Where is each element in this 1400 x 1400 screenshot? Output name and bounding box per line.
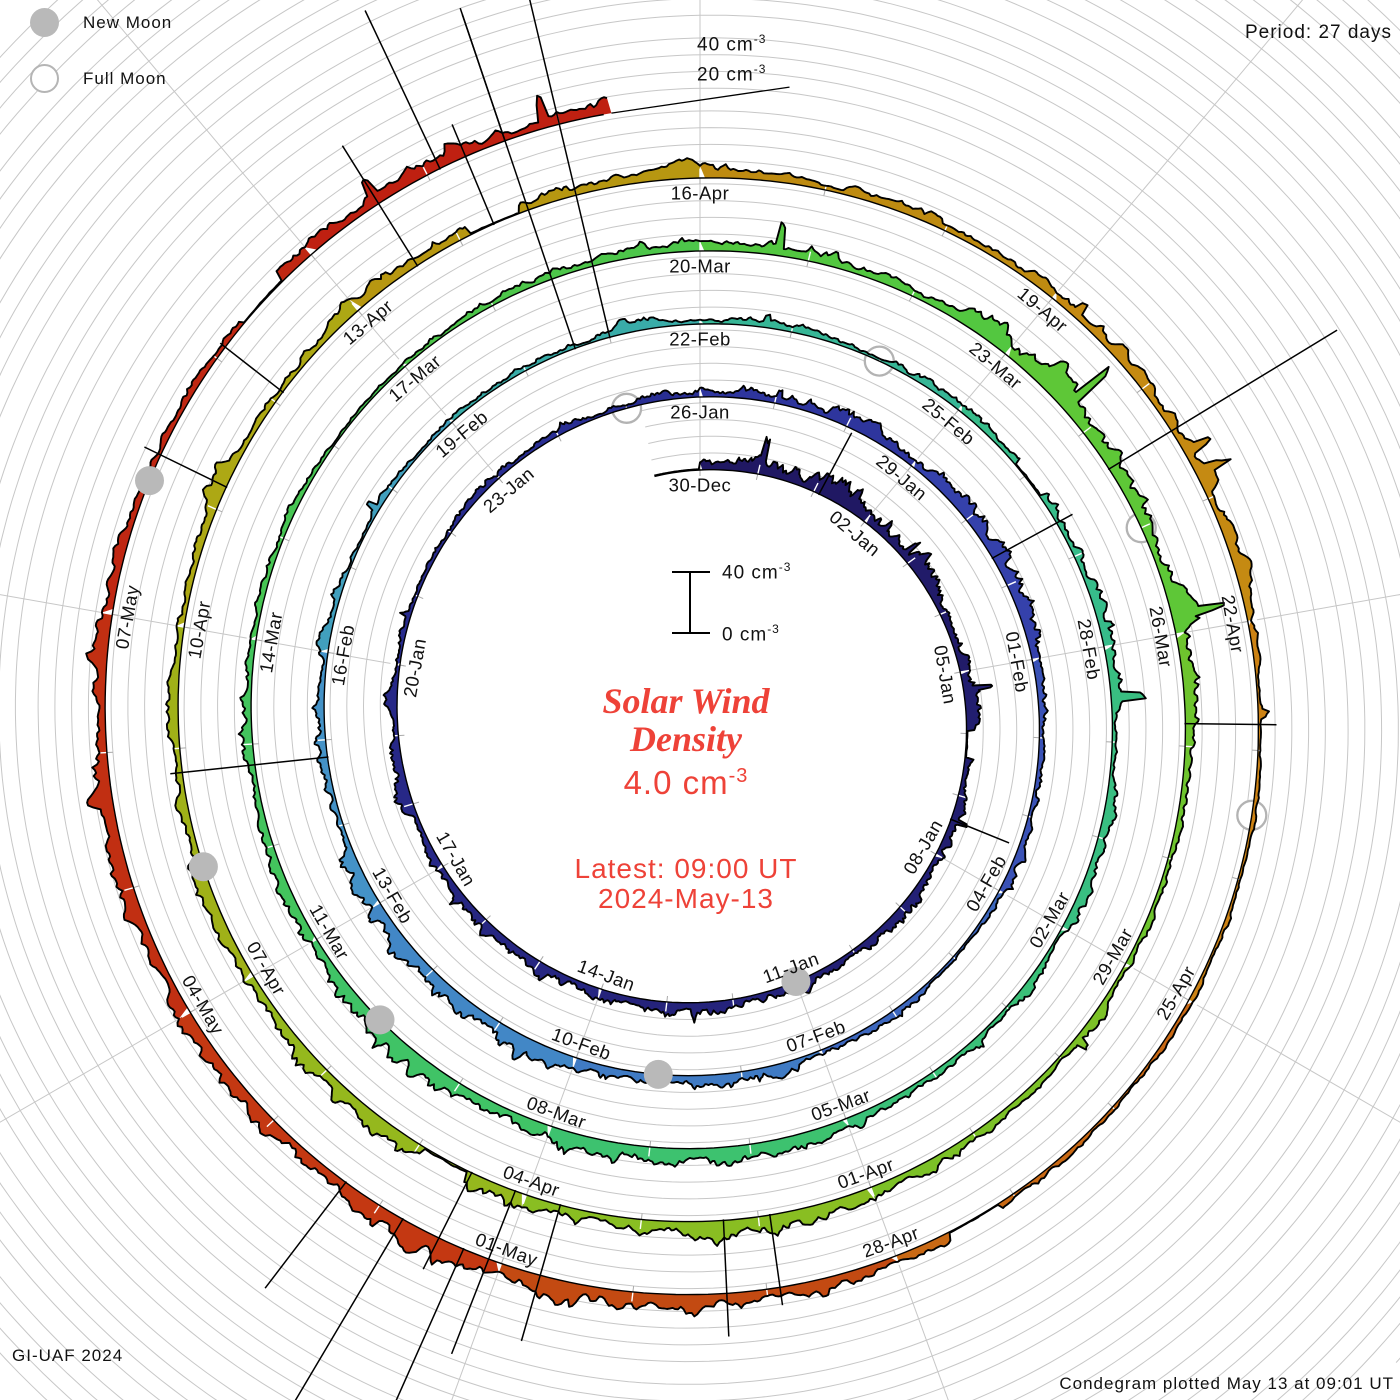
scalebar-bottom-cap [672,632,710,634]
density-spike [991,513,1073,560]
density-spike [450,1189,517,1355]
new-moon-marker [135,466,164,496]
density-spike [768,1213,784,1306]
date-label: 07-Feb [783,1016,848,1057]
full-moon-legend-icon [30,64,59,93]
density-spike [294,1218,404,1400]
density-spike [1107,329,1338,471]
end-baseline [611,86,790,114]
data-spikes [144,0,1338,1400]
latest-density-value: 4.0 cm-3 [623,764,749,801]
legend-full-moon: Full Moon [30,64,167,93]
full-moon-legend-label: Full Moon [83,68,167,88]
density-spike [949,818,1010,844]
density-spike [395,1247,465,1400]
density-spike [722,1219,730,1337]
period-label: Period: 27 days [1244,22,1392,43]
latest-timestamp: Latest: 09:00 UT 2024-May-13 [574,853,798,914]
new-moon-marker [781,967,811,996]
scalebar-top-cap [672,571,710,573]
plotted-timestamp: Condegram plotted May 13 at 09:01 UT [1059,1374,1394,1393]
density-spike [219,342,285,394]
date-label: 22-Feb [669,329,731,350]
density-spike [520,1203,562,1342]
scalebar-min-label: 0 cm-3 [722,622,780,646]
new-moon-legend-icon [30,8,59,37]
chart-title-line1: Solar Wind [602,681,770,721]
center-annotation: Solar Wind Density 4.0 cm-3 Latest: 09:0… [574,682,797,914]
date-label: 16-Apr [671,183,730,204]
date-label: 07-Apr [243,938,290,999]
end-scale-label-40: 40 cm-3 [697,32,767,56]
chart-title-line2: Density [629,719,742,759]
density-spike [529,0,611,339]
date-label: 26-Jan [670,402,730,423]
new-moon-markers [135,466,811,1089]
new-moon-marker [643,1059,673,1089]
density-spike [1184,722,1277,726]
density-spike [461,14,507,143]
legend-new-moon: New Moon [30,8,172,37]
new-moon-marker [188,852,218,882]
density-spike [341,145,419,267]
new-moon-marker [365,1005,395,1035]
density-spike [422,1171,473,1270]
density-spike [364,10,441,170]
density-spike [817,432,853,496]
density-spike [170,756,329,775]
density-spike [144,446,228,489]
scalebar-max-label: 40 cm-3 [722,560,792,584]
density-outline [85,86,1270,1318]
end-scale-label-20: 20 cm-3 [697,62,767,86]
density-spike [264,1181,347,1289]
date-label: 30-Dec [669,475,732,496]
density-spike [451,124,495,226]
credit-label: GI-UAF 2024 [12,1346,124,1365]
date-label: 10-Apr [184,599,215,660]
date-label: 20-Mar [669,256,731,277]
scalebar-stem [689,572,691,633]
new-moon-legend-label: New Moon [83,12,173,32]
